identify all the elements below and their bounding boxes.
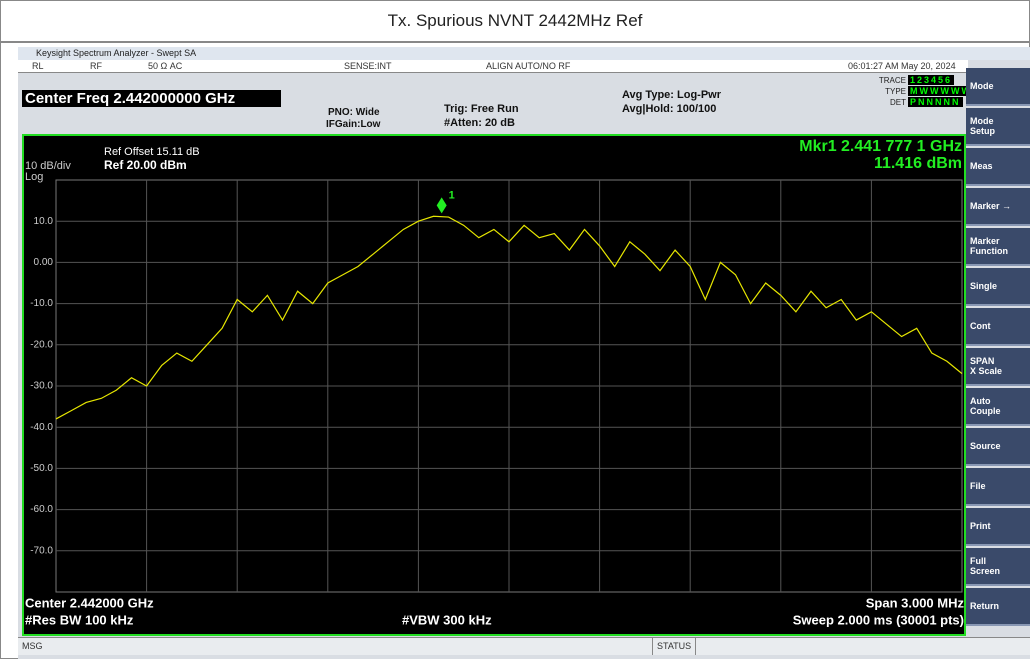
y-tick-label: -10.0 — [30, 298, 53, 309]
sense: SENSE:INT — [344, 61, 392, 71]
det-value: PNNNNN — [908, 97, 963, 107]
y-tick-label: -60.0 — [30, 504, 53, 515]
y-tick-label: -30.0 — [30, 381, 53, 392]
y-tick-label: -70.0 — [30, 545, 53, 556]
ifgain: IFGain:Low — [326, 119, 381, 130]
softkey[interactable]: Auto Couple — [966, 388, 1030, 426]
softkey[interactable]: Print — [966, 508, 1030, 546]
rbw: #Res BW 100 kHz — [25, 612, 134, 627]
trace-label: TRACE — [878, 76, 906, 85]
marker-level: 11.416 dBm — [874, 155, 962, 172]
softkey[interactable]: Single — [966, 268, 1030, 306]
softkey-label[interactable]: Couple — [970, 406, 1001, 416]
type-value: MWWWWW — [908, 86, 974, 96]
softkey-label[interactable]: Screen — [970, 566, 1001, 576]
softkey[interactable]: Full Screen — [966, 548, 1030, 586]
softkey-label[interactable]: Meas — [970, 161, 993, 171]
analyzer-window: Keysight Spectrum Analyzer - Swept SA RL… — [18, 47, 1030, 659]
trig: Trig: Free Run — [444, 103, 519, 115]
y-tick-label: -50.0 — [30, 463, 53, 474]
softkey[interactable]: Return — [966, 588, 1030, 626]
softkey[interactable]: Marker Function — [966, 228, 1030, 266]
marker-label: 1 — [449, 189, 455, 201]
marker-freq: Mkr1 2.441 777 1 GHz — [799, 138, 962, 155]
softkey[interactable]: Meas — [966, 148, 1030, 186]
softkey[interactable]: Mode Setup — [966, 108, 1030, 146]
plot-frame — [22, 134, 966, 636]
pno: PNO: Wide — [328, 107, 380, 118]
softkey[interactable]: Source — [966, 428, 1030, 466]
spectrum-plot: Ref Offset 15.11 dB Ref 20.00 dBm 10 dB/… — [22, 134, 966, 636]
softkey-label[interactable]: Auto — [970, 396, 991, 406]
det-label: DET — [890, 98, 906, 107]
span: Span 3.000 MHz — [866, 595, 965, 610]
status-label: STATUS — [652, 638, 697, 655]
y-tick-label: -40.0 — [30, 422, 53, 433]
softkey-label[interactable]: Function — [970, 246, 1008, 256]
trace-value: 123456 — [908, 75, 955, 85]
type-label: TYPE — [885, 87, 906, 96]
impedance: 50 Ω AC — [148, 61, 183, 71]
msg: MSG — [22, 641, 43, 651]
softkey-label[interactable]: Marker — [970, 236, 1000, 246]
rl: RL — [32, 61, 44, 71]
softkey[interactable]: Marker → — [966, 188, 1030, 226]
status-row: RL RF 50 Ω AC SENSE:INT ALIGN AUTO/NO RF… — [18, 60, 968, 73]
clock: 06:01:27 AM May 20, 2024 — [848, 61, 956, 71]
ref-level: Ref 20.00 dBm — [104, 158, 187, 172]
align: ALIGN AUTO/NO RF — [486, 61, 571, 71]
softkey-label[interactable]: Cont — [970, 321, 991, 331]
y-tick-label: 0.00 — [34, 257, 54, 268]
softkey[interactable]: Cont — [966, 308, 1030, 346]
softkey-label[interactable]: File — [970, 481, 986, 491]
softkey-label[interactable]: Return — [970, 601, 999, 611]
scale-type: Log — [25, 171, 43, 183]
window-title: Keysight Spectrum Analyzer - Swept SA — [18, 47, 1030, 60]
softkey-label[interactable]: Source — [970, 441, 1001, 451]
ref-offset: Ref Offset 15.11 dB — [104, 146, 200, 158]
page-title: Tx. Spurious NVNT 2442MHz Ref — [0, 0, 1030, 42]
avg-hold: Avg|Hold: 100/100 — [622, 103, 717, 115]
softkey-label[interactable]: Setup — [970, 126, 996, 136]
avg-type: Avg Type: Log-Pwr — [622, 89, 721, 101]
softkey[interactable]: Mode — [966, 68, 1030, 106]
softkey[interactable]: File — [966, 468, 1030, 506]
softkey-label[interactable]: X Scale — [970, 366, 1003, 376]
atten: #Atten: 20 dB — [444, 117, 515, 129]
y-tick-label: -20.0 — [30, 339, 53, 350]
message-bar: MSG STATUS — [18, 637, 1030, 655]
softkey-label[interactable]: Marker → — [970, 201, 1012, 211]
softkey[interactable]: SPAN X Scale — [966, 348, 1030, 386]
softkey-label[interactable]: Print — [970, 521, 991, 531]
softkey-label[interactable]: Mode — [970, 81, 994, 91]
softkey-label[interactable]: Single — [970, 281, 998, 291]
softkey-label[interactable]: SPAN — [970, 356, 995, 366]
vbw: #VBW 300 kHz — [402, 612, 492, 627]
trace — [55, 215, 963, 420]
softkey-label[interactable]: Mode — [970, 116, 994, 126]
center: Center 2.442000 GHz — [25, 595, 154, 610]
y-tick-label: 10.0 — [34, 216, 54, 227]
marker — [436, 197, 447, 214]
sweep: Sweep 2.000 ms (30001 pts) — [793, 612, 964, 627]
scale: 10 dB/div — [25, 160, 71, 172]
rf: RF — [90, 61, 102, 71]
softkey-label[interactable]: Full — [970, 556, 986, 566]
center-freq: Center Freq 2.442000000 GHz — [22, 90, 281, 107]
